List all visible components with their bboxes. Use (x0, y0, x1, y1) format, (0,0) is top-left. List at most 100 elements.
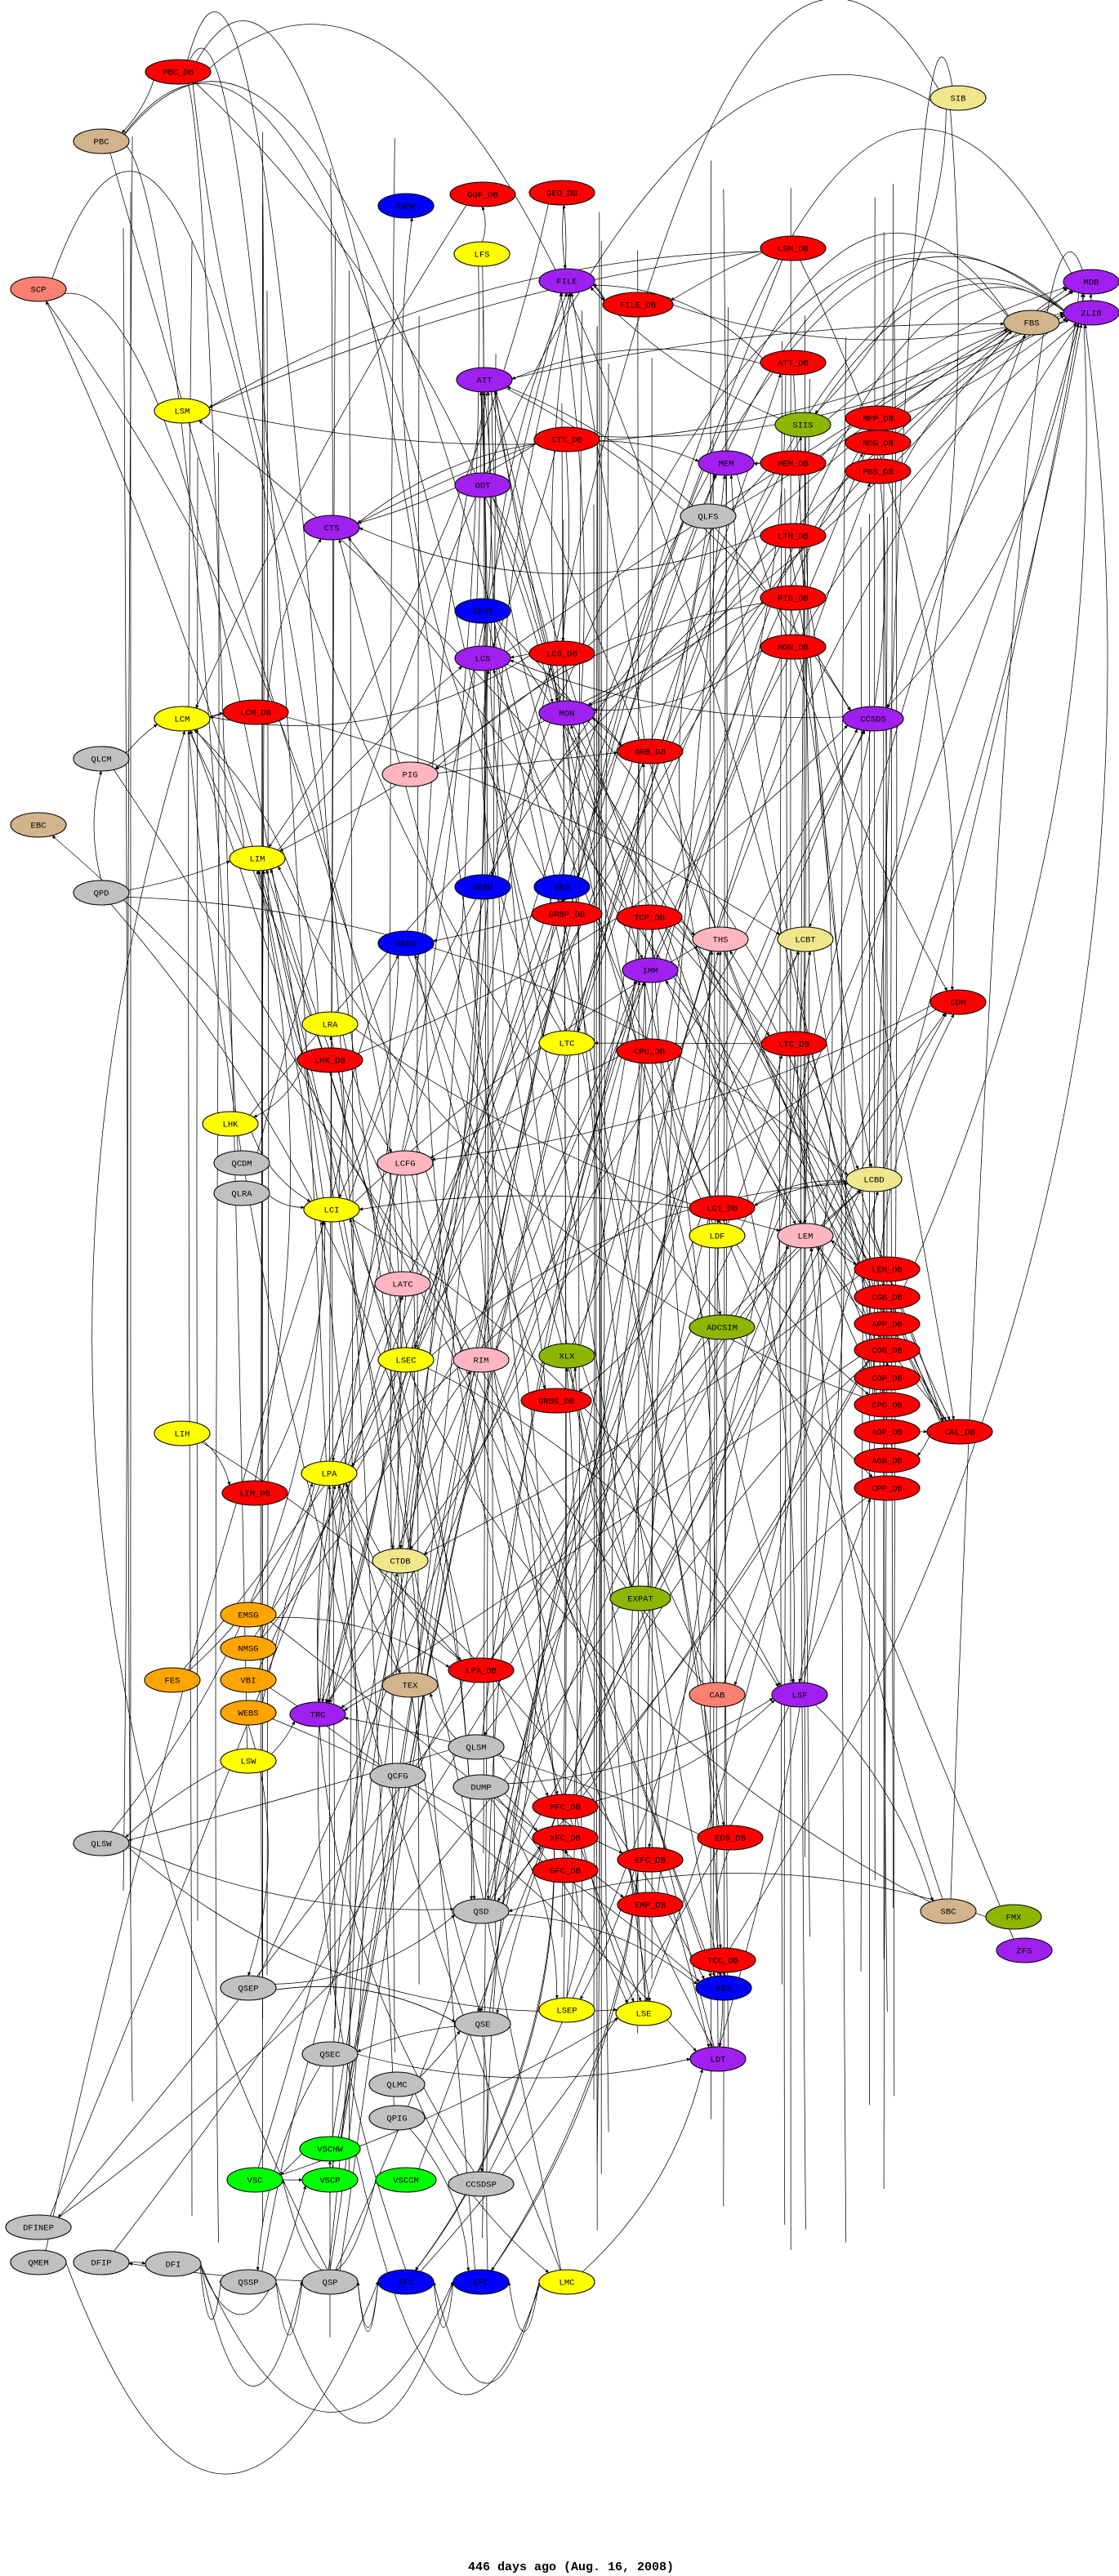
svg-text:TCP_DB: TCP_DB (634, 914, 665, 924)
svg-text:QLRA: QLRA (231, 1190, 252, 1200)
svg-text:COP_DB: COP_DB (872, 1375, 903, 1384)
svg-text:LHK_DB: LHK_DB (314, 1057, 346, 1067)
svg-text:VSCCM: VSCCM (393, 2177, 419, 2186)
svg-text:EDST: EDST (472, 608, 493, 617)
svg-text:CGB_DB: CGB_DB (872, 1294, 903, 1304)
svg-text:ATT_DB: ATT_DB (778, 359, 809, 369)
svg-text:EDS: EDS (716, 1985, 732, 1994)
svg-text:PBC: PBC (94, 138, 109, 148)
svg-text:LCM_DB: LCM_DB (240, 709, 271, 719)
svg-text:QSE: QSE (475, 2021, 491, 2030)
svg-text:DFINEP: DFINEP (23, 2224, 54, 2234)
svg-text:LCI_DB: LCI_DB (707, 1205, 738, 1214)
svg-text:LSM_DB: LSM_DB (778, 245, 809, 255)
svg-text:QLCM: QLCM (91, 755, 111, 765)
svg-text:FILE_DB: FILE_DB (620, 301, 656, 311)
svg-text:TEX: TEX (403, 1682, 419, 1691)
svg-text:MEM_DB: MEM_DB (778, 460, 809, 470)
svg-text:LTC: LTC (560, 1040, 575, 1050)
svg-text:APP_DB: APP_DB (872, 1321, 903, 1330)
svg-text:DUMP: DUMP (470, 1784, 491, 1794)
svg-text:QLFS: QLFS (698, 513, 718, 523)
svg-text:LATC: LATC (392, 1281, 412, 1290)
svg-text:MDB: MDB (1084, 279, 1099, 288)
svg-text:LSE: LSE (636, 2010, 652, 2020)
svg-text:VSCP: VSCP (319, 2177, 340, 2186)
svg-text:PFC_DB: PFC_DB (550, 1803, 581, 1813)
svg-text:QLMC: QLMC (386, 2081, 407, 2091)
svg-text:CTS: CTS (324, 524, 340, 534)
svg-text:LSEC: LSEC (395, 1357, 416, 1366)
svg-text:LCI: LCI (324, 1206, 340, 1216)
svg-text:THS: THS (713, 936, 729, 946)
svg-text:LRA: LRA (323, 1021, 339, 1031)
svg-text:XFC_DB: XFC_DB (550, 1834, 581, 1844)
svg-text:SIB: SIB (951, 95, 966, 105)
svg-text:LPA_DB: LPA_DB (466, 1667, 497, 1677)
svg-text:CPG_DB: CPG_DB (872, 1402, 903, 1411)
svg-text:DFIP: DFIP (91, 2259, 111, 2269)
svg-text:LSF: LSF (792, 1691, 808, 1701)
svg-text:SCP: SCP (31, 286, 47, 296)
svg-text:TRC: TRC (310, 1711, 326, 1721)
svg-text:ADCSIM: ADCSIM (707, 1324, 738, 1334)
svg-text:AOP_DB: AOP_DB (872, 1428, 903, 1438)
svg-text:EXPAT: EXPAT (627, 1595, 653, 1605)
svg-text:QSEP: QSEP (238, 1985, 258, 1994)
svg-text:QSEC: QSEC (319, 2051, 340, 2061)
svg-text:LIM_DB: LIM_DB (239, 1490, 270, 1500)
svg-text:FMX: FMX (1006, 1914, 1023, 1923)
svg-text:GRB_DB: GRB_DB (635, 748, 666, 758)
svg-text:LSM: LSM (175, 408, 190, 417)
svg-text:DFI: DFI (166, 2261, 181, 2271)
svg-text:MSG_DB: MSG_DB (863, 439, 894, 449)
svg-text:LSEP: LSEP (556, 2007, 577, 2017)
svg-text:VSC: VSC (247, 2177, 263, 2186)
svg-text:PIG: PIG (403, 771, 418, 781)
svg-text:LSW: LSW (241, 1758, 257, 1767)
svg-text:LCBD: LCBD (863, 1176, 884, 1186)
svg-text:LDT: LDT (711, 2056, 726, 2066)
svg-text:LIH: LIH (175, 1430, 190, 1440)
svg-text:ATT: ATT (477, 377, 493, 386)
svg-text:GEO_DB: GEO_DB (546, 189, 577, 199)
svg-text:EBC: EBC (31, 822, 47, 831)
svg-text:GRBP_DB: GRBP_DB (549, 911, 585, 920)
svg-text:NMSG: NMSG (238, 1645, 258, 1655)
svg-text:CCSDSP: CCSDSP (466, 2181, 497, 2190)
svg-text:CPP_DB: CPP_DB (872, 1485, 903, 1495)
svg-text:EMSG: EMSG (238, 1611, 258, 1621)
svg-text:QSSP: QSSP (238, 2279, 258, 2289)
svg-text:LMC: LMC (560, 2279, 575, 2289)
svg-text:QLSW: QLSW (91, 1840, 112, 1850)
svg-text:GRBP: GRBP (395, 203, 416, 212)
svg-text:LEM: LEM (798, 1232, 814, 1242)
svg-text:EFC_DB: EFC_DB (635, 1856, 666, 1866)
svg-text:LCBT: LCBT (795, 936, 815, 946)
svg-text:EFC: EFC (474, 2279, 489, 2289)
svg-text:CAL_DB: CAL_DB (944, 1428, 975, 1438)
svg-text:MPP_DB: MPP_DB (863, 415, 894, 425)
svg-text:CDM: CDM (951, 999, 966, 1009)
svg-text:LCS: LCS (475, 655, 491, 665)
svg-text:EDS_DB: EDS_DB (715, 1834, 746, 1844)
svg-text:FES: FES (165, 1677, 181, 1687)
svg-text:LDF: LDF (710, 1232, 725, 1242)
svg-text:LCS_DB: LCS_DB (546, 650, 577, 660)
svg-text:QLSM: QLSM (466, 1744, 486, 1754)
svg-text:QCDM: QCDM (231, 1160, 252, 1170)
svg-text:QSP: QSP (323, 2279, 338, 2289)
svg-text:QPIG: QPIG (386, 2115, 407, 2124)
svg-text:SIIS: SIIS (792, 421, 813, 431)
svg-text:LIM: LIM (250, 855, 265, 865)
svg-text:LTM_DB: LTM_DB (778, 533, 809, 542)
svg-text:LTC_DB: LTC_DB (778, 1041, 809, 1050)
svg-text:GRBU: GRBU (472, 884, 493, 894)
svg-text:MEM: MEM (719, 460, 734, 470)
svg-text:IMM: IMM (643, 967, 658, 977)
svg-text:QSD: QSD (474, 1908, 489, 1918)
svg-text:FBS: FBS (1024, 319, 1040, 329)
svg-text:RIM: RIM (474, 1357, 489, 1366)
svg-text:VSCHW: VSCHW (317, 2146, 343, 2155)
svg-text:CPU_DB: CPU_DB (634, 1048, 665, 1058)
